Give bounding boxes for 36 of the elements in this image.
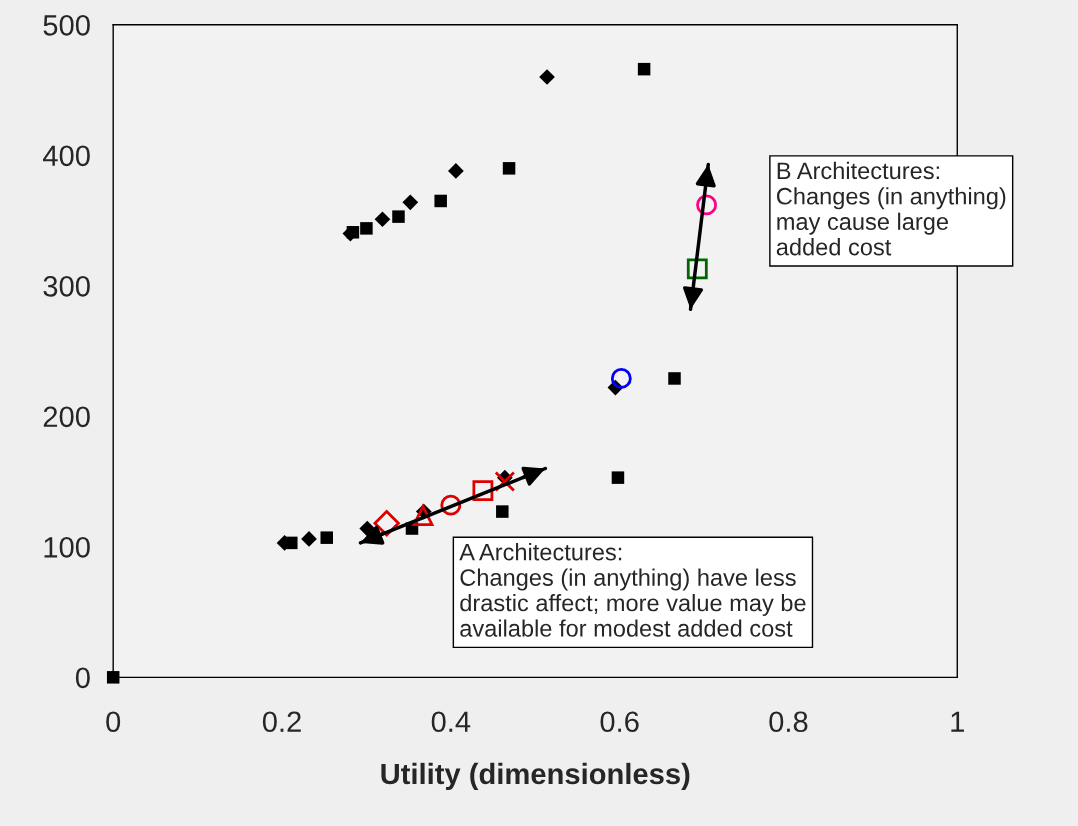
x-tick-label: 0.6 bbox=[600, 711, 639, 733]
x-tick-label: 1 bbox=[951, 711, 964, 732]
point bbox=[637, 62, 651, 76]
x-tick-label: 0.4 bbox=[431, 711, 471, 733]
y-tick-label: 100 bbox=[44, 537, 90, 558]
point bbox=[472, 480, 494, 502]
x-axis-title: Utility (dimensionless) bbox=[381, 762, 690, 791]
point bbox=[686, 258, 708, 280]
point bbox=[539, 69, 555, 85]
point bbox=[610, 368, 632, 389]
point bbox=[346, 226, 360, 239]
x-tick-label: 0.2 bbox=[262, 711, 301, 733]
y-tick-label: 200 bbox=[43, 406, 90, 428]
point bbox=[448, 163, 464, 179]
point bbox=[301, 531, 317, 547]
point bbox=[106, 671, 120, 684]
point bbox=[611, 471, 625, 484]
annotation: A Architectures: Changes (in anything) have less drastic affect; more value may be available for modest added cost bbox=[459, 543, 806, 637]
annotation: B Architectures: Changes (in anything) may cause large added cost bbox=[776, 161, 1006, 256]
point bbox=[502, 162, 516, 175]
y-tick-label: 400 bbox=[42, 145, 90, 167]
point bbox=[434, 194, 447, 208]
x-tick-label: 0 bbox=[106, 711, 121, 733]
point bbox=[360, 222, 373, 235]
point bbox=[392, 210, 405, 223]
point bbox=[320, 531, 333, 544]
y-tick-label: 300 bbox=[43, 276, 90, 297]
point bbox=[696, 194, 717, 216]
x-tick-label: 0.8 bbox=[769, 711, 808, 733]
y-tick-label: 0 bbox=[75, 667, 90, 689]
y-tick-label: 500 bbox=[43, 14, 90, 36]
point bbox=[496, 505, 509, 518]
point bbox=[402, 194, 419, 211]
point bbox=[374, 211, 391, 228]
point bbox=[285, 536, 298, 550]
point bbox=[668, 372, 681, 385]
